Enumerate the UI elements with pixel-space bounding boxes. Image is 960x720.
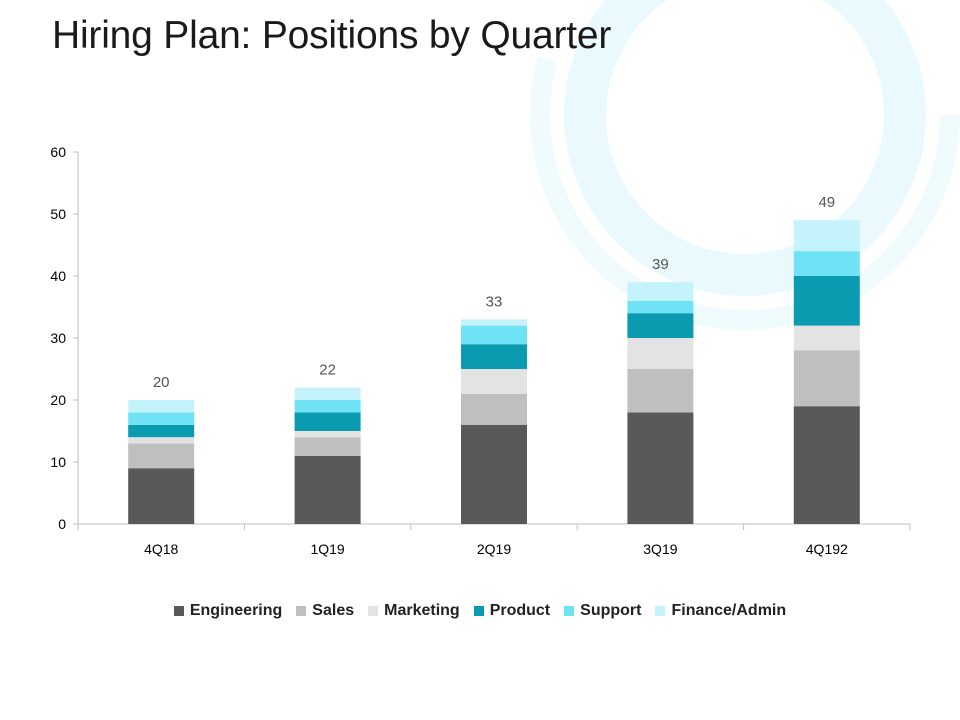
legend-label: Support — [580, 602, 642, 619]
bar-segment-product — [461, 344, 527, 369]
bar-segment-sales — [294, 437, 361, 456]
bar-segment-product — [793, 276, 860, 326]
x-category-label: 1Q19 — [310, 541, 344, 557]
legend-item: Marketing — [368, 602, 460, 620]
legend-item: Sales — [296, 602, 354, 620]
legend-label: Product — [489, 602, 551, 619]
legend-label: Engineering — [189, 602, 283, 619]
bar-segment-finance-admin — [793, 220, 860, 252]
bar-segment-marketing — [128, 437, 195, 444]
bar-segment-marketing — [461, 369, 527, 394]
y-tick-label: 50 — [50, 206, 66, 222]
bar-segment-support — [793, 251, 860, 276]
bar-segment-product — [627, 313, 694, 338]
bar-segment-engineering — [461, 424, 527, 524]
bar-segment-marketing — [627, 338, 694, 369]
bar-segment-engineering — [128, 468, 195, 524]
x-category-label: 4Q18 — [144, 541, 178, 557]
y-tick-label: 30 — [50, 330, 66, 346]
bar-segment-engineering — [627, 412, 694, 524]
legend-item: Product — [473, 602, 551, 620]
bar-total-label: 22 — [319, 362, 336, 379]
bar-segment-support — [294, 400, 361, 413]
bar-total-label: 39 — [652, 256, 669, 273]
bar-segment-sales — [627, 369, 694, 413]
y-tick-label: 10 — [50, 454, 66, 470]
bar-segment-sales — [128, 443, 195, 469]
bar-segment-sales — [461, 393, 527, 425]
bar-segment-product — [294, 412, 361, 431]
legend-swatch — [473, 606, 484, 616]
y-tick-label: 40 — [50, 268, 66, 284]
bar-segment-finance-admin — [128, 400, 195, 413]
bar-segment-support — [461, 325, 527, 345]
legend-item: Engineering — [173, 602, 283, 620]
bar-segment-engineering — [294, 455, 361, 524]
legend-item: Support — [564, 602, 641, 620]
bar-segment-marketing — [294, 431, 361, 438]
bar-segment-engineering — [793, 406, 860, 524]
page-title: Hiring Plan: Positions by Quarter — [52, 14, 612, 57]
legend-label: Finance/Admin — [671, 602, 787, 619]
legend-swatch — [173, 606, 184, 616]
legend-swatch — [368, 606, 379, 616]
legend-item: Finance/Admin — [655, 602, 786, 620]
y-tick-label: 60 — [50, 144, 66, 160]
bar-segment-product — [128, 424, 195, 438]
bar-segment-finance-admin — [294, 387, 361, 400]
legend-swatch — [296, 606, 307, 616]
x-category-label: 4Q192 — [806, 541, 848, 557]
x-category-label: 3Q19 — [643, 541, 677, 557]
bar-segment-support — [128, 412, 195, 425]
legend-label: Sales — [312, 602, 355, 619]
bar-segment-support — [627, 300, 694, 314]
legend-label: Marketing — [384, 602, 460, 619]
legend-swatch — [564, 606, 575, 616]
y-tick-label: 0 — [58, 516, 66, 532]
chart-legend: Engineering Sales Marketing Product Support F… — [0, 602, 960, 620]
y-tick-label: 20 — [50, 392, 66, 408]
bar-segment-finance-admin — [461, 319, 527, 326]
bar-total-label: 33 — [486, 293, 503, 310]
legend-swatch — [655, 606, 666, 616]
bar-total-label: 20 — [153, 374, 170, 391]
bar-segment-finance-admin — [627, 282, 694, 301]
bar-segment-sales — [793, 350, 860, 407]
x-category-label: 2Q19 — [477, 541, 511, 557]
bar-total-label: 49 — [818, 194, 835, 211]
bar-segment-marketing — [793, 325, 860, 351]
